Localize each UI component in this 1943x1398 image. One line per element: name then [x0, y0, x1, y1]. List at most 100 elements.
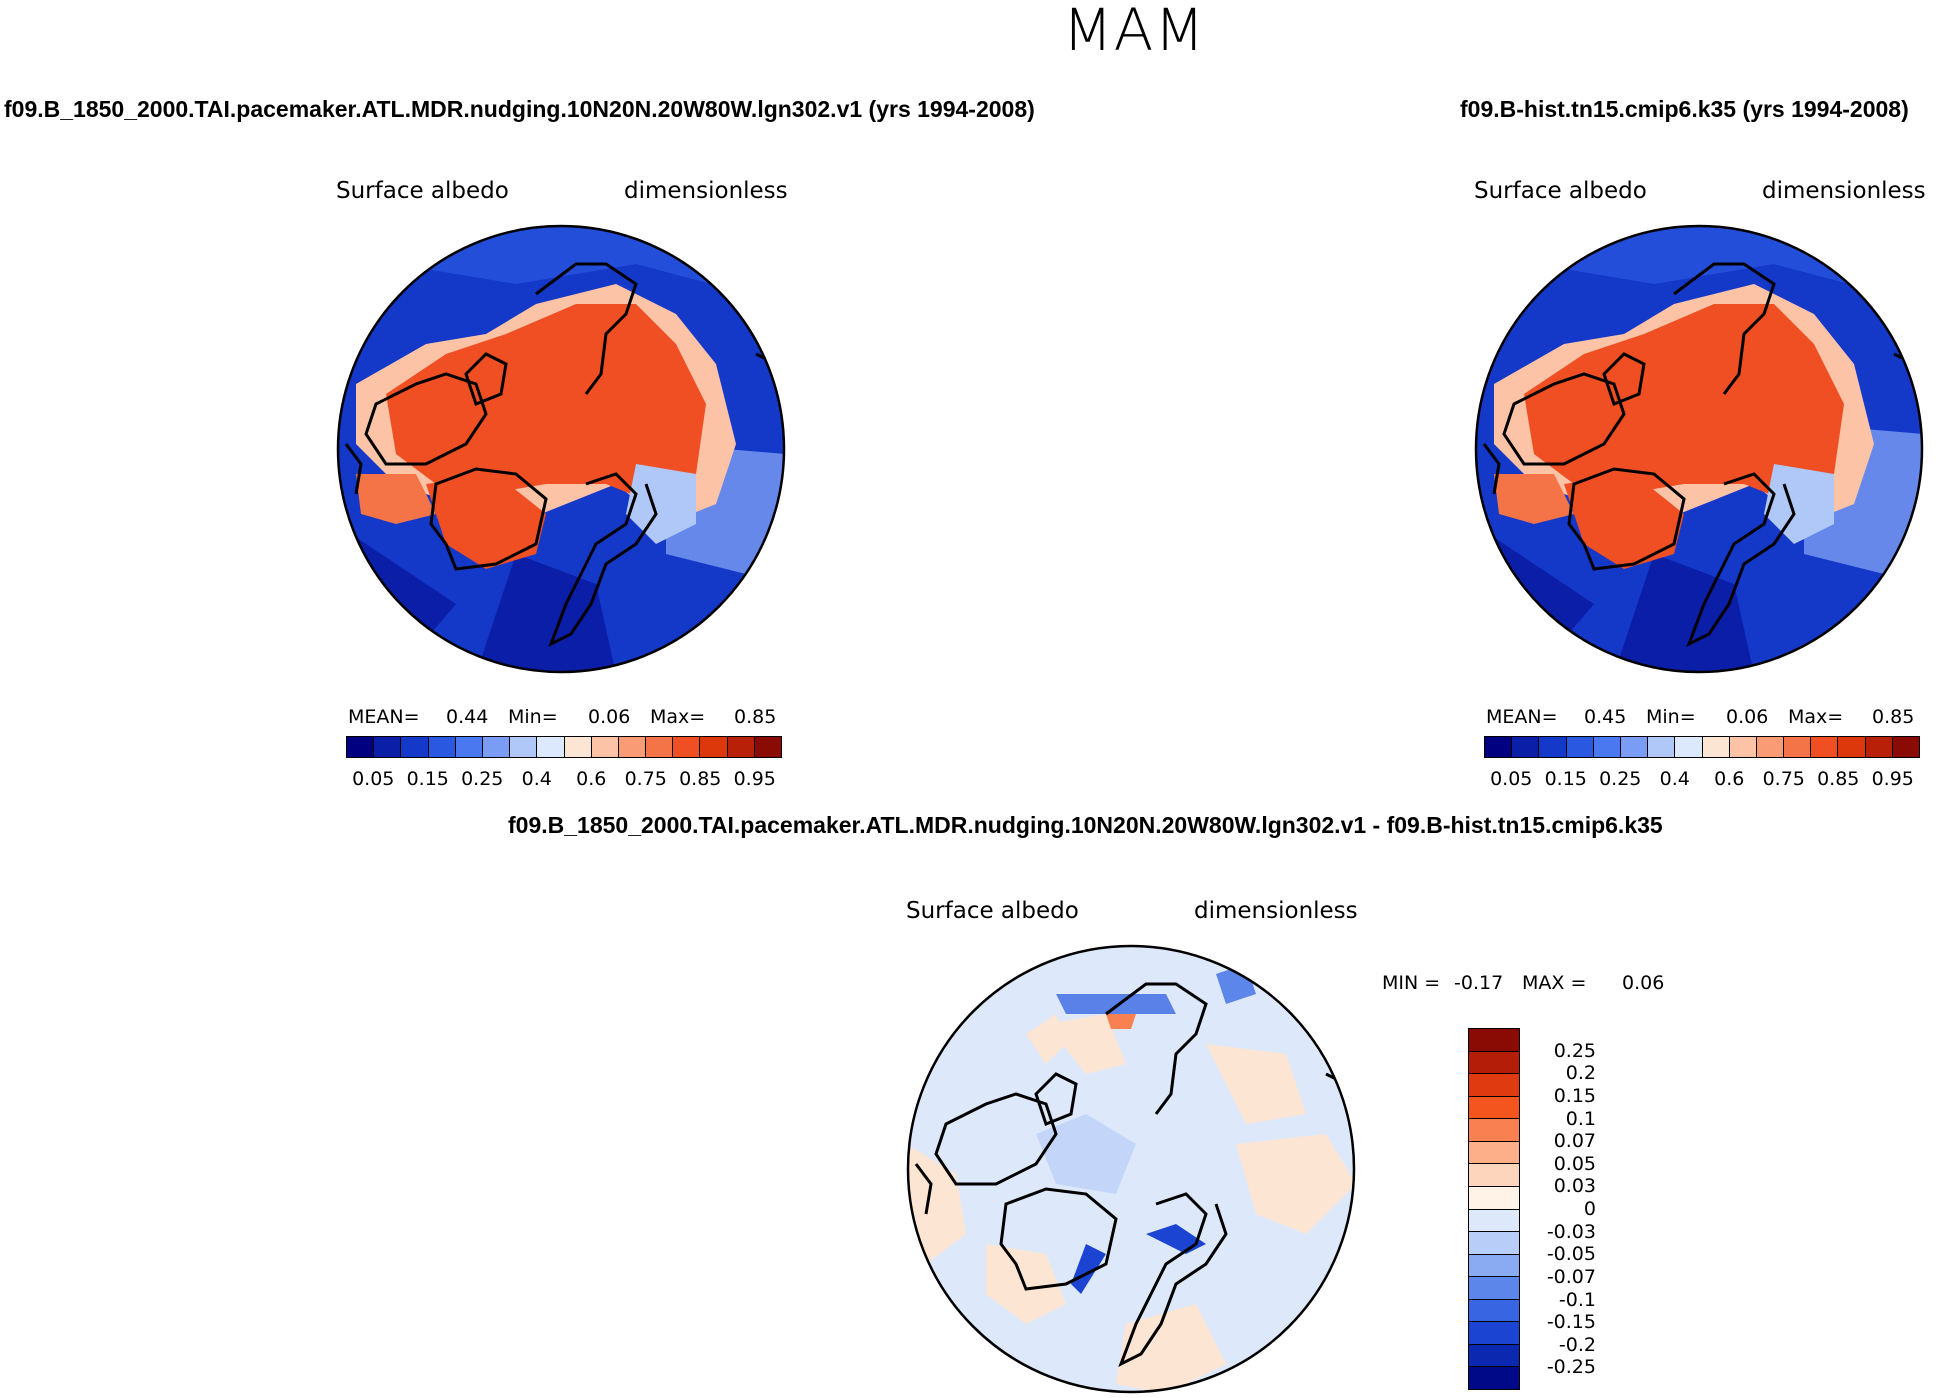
colorbar-swatch — [1469, 1074, 1519, 1097]
colorbar-tick-label: 0.6 — [1714, 768, 1745, 790]
panel3-variable: Surface albedo — [906, 898, 1079, 924]
colorbar-tick-label: 0.25 — [461, 768, 504, 790]
colorbar-swatch — [1469, 1322, 1519, 1345]
panel1-min-value: 0.06 — [588, 706, 631, 728]
colorbar-tick-label: -0.2 — [1558, 1333, 1596, 1356]
colorbar-swatch — [1702, 737, 1730, 757]
colorbar-swatch — [1469, 1096, 1519, 1120]
colorbar-swatch — [1892, 737, 1919, 757]
colorbar-tick-label: 0 — [1583, 1198, 1596, 1220]
colorbar-tick-label: 0.75 — [1762, 768, 1805, 790]
panel3-max-value: 0.06 — [1622, 972, 1665, 994]
panel3-max-label: MAX = — [1522, 972, 1587, 994]
panel2-case-title: f09.B-hist.tn15.cmip6.k35 (yrs 1994-2008… — [1460, 96, 1909, 122]
colorbar-swatch — [1620, 737, 1649, 757]
panel3-min-value: -0.17 — [1454, 972, 1504, 994]
colorbar-tick-label: 0.15 — [1553, 1084, 1596, 1107]
colorbar-tick-label: 0.15 — [406, 768, 449, 790]
panel1-units: dimensionless — [624, 178, 788, 204]
colorbar-tick-label: 0.75 — [624, 768, 667, 790]
colorbar-swatch — [564, 737, 592, 757]
colorbar-tick-label: 0.05 — [352, 768, 395, 790]
colorbar-tick-label: -0.15 — [1546, 1311, 1596, 1334]
colorbar-swatch — [482, 737, 511, 757]
colorbar-tick-label: 0.6 — [576, 768, 607, 790]
colorbar-tick-label: 0.05 — [1553, 1152, 1596, 1175]
colorbar-swatch — [1469, 1344, 1519, 1368]
colorbar-swatch — [1593, 737, 1621, 757]
colorbar-tick-label: 0.4 — [1659, 768, 1690, 790]
colorbar-tick-label: -0.25 — [1546, 1356, 1596, 1379]
panel2-min-value: 0.06 — [1726, 706, 1769, 728]
colorbar-tick-label: -0.05 — [1546, 1243, 1596, 1266]
colorbar-tick-label: 0.85 — [1817, 768, 1860, 790]
colorbar-swatch — [1469, 1254, 1519, 1278]
colorbar-swatch — [1469, 1051, 1519, 1075]
colorbar-swatch — [700, 737, 728, 757]
colorbar-swatch — [591, 737, 619, 757]
colorbar-swatch — [1539, 737, 1567, 757]
panel3-units: dimensionless — [1194, 898, 1358, 924]
colorbar-tick-label: -0.07 — [1546, 1265, 1596, 1288]
colorbar-swatch — [618, 737, 647, 757]
colorbar-swatch — [1485, 737, 1513, 757]
panel3-colorbar — [1468, 1028, 1520, 1390]
colorbar-swatch — [537, 737, 565, 757]
colorbar-swatch — [374, 737, 402, 757]
colorbar-tick-label: -0.1 — [1558, 1288, 1596, 1311]
panel1-variable: Surface albedo — [336, 178, 509, 204]
colorbar-swatch — [1512, 737, 1540, 757]
panel2-mean-label: MEAN= — [1486, 706, 1558, 728]
colorbar-swatch — [754, 737, 781, 757]
colorbar-swatch — [401, 737, 429, 757]
panel2-max-label: Max= — [1788, 706, 1844, 728]
colorbar-swatch — [1469, 1186, 1519, 1210]
colorbar-tick-label: 0.95 — [733, 768, 776, 790]
colorbar-tick-label: 0.25 — [1553, 1039, 1596, 1062]
colorbar-tick-label: 0.07 — [1553, 1130, 1596, 1153]
colorbar-swatch — [1469, 1209, 1519, 1233]
panel2-mean-value: 0.45 — [1584, 706, 1627, 728]
colorbar-swatch — [1469, 1164, 1519, 1187]
colorbar-swatch — [1648, 737, 1676, 757]
panel1-mean-value: 0.44 — [446, 706, 489, 728]
colorbar-swatch — [646, 737, 674, 757]
colorbar-tick-label: 0.2 — [1565, 1062, 1596, 1085]
panel3-polar-map — [906, 944, 1356, 1394]
colorbar-swatch — [727, 737, 755, 757]
colorbar-swatch — [1675, 737, 1703, 757]
panel2-colorbar — [1484, 736, 1920, 758]
colorbar-swatch — [1469, 1119, 1519, 1142]
colorbar-swatch — [1838, 737, 1866, 757]
panel2-units: dimensionless — [1762, 178, 1926, 204]
colorbar-swatch — [1811, 737, 1839, 757]
panel1-case-title: f09.B_1850_2000.TAI.pacemaker.ATL.MDR.nu… — [4, 96, 1035, 122]
colorbar-swatch — [1469, 1299, 1519, 1323]
colorbar-tick-label: 0.25 — [1599, 768, 1642, 790]
colorbar-tick-label: 0.85 — [679, 768, 722, 790]
panel1-colorbar — [346, 736, 782, 758]
colorbar-swatch — [1469, 1367, 1519, 1389]
colorbar-swatch — [428, 737, 456, 757]
colorbar-swatch — [1469, 1029, 1519, 1052]
colorbar-tick-label: 0.15 — [1544, 768, 1587, 790]
panel3-case-title: f09.B_1850_2000.TAI.pacemaker.ATL.MDR.nu… — [508, 812, 1663, 838]
panel1-max-label: Max= — [650, 706, 706, 728]
panel2-min-label: Min= — [1646, 706, 1696, 728]
colorbar-swatch — [1756, 737, 1785, 757]
panel1-polar-map — [336, 224, 786, 674]
panel2-polar-map — [1474, 224, 1924, 674]
colorbar-tick-label: 0.03 — [1553, 1175, 1596, 1198]
colorbar-tick-label: 0.05 — [1490, 768, 1533, 790]
colorbar-swatch — [1566, 737, 1594, 757]
season-title: MAM — [1062, 0, 1206, 64]
panel1-max-value: 0.85 — [734, 706, 777, 728]
colorbar-swatch — [1469, 1141, 1519, 1165]
colorbar-swatch — [347, 737, 375, 757]
colorbar-swatch — [673, 737, 701, 757]
colorbar-tick-label: 0.95 — [1871, 768, 1914, 790]
panel1-mean-label: MEAN= — [348, 706, 420, 728]
colorbar-swatch — [1469, 1232, 1519, 1255]
colorbar-swatch — [1865, 737, 1893, 757]
colorbar-swatch — [1469, 1277, 1519, 1300]
